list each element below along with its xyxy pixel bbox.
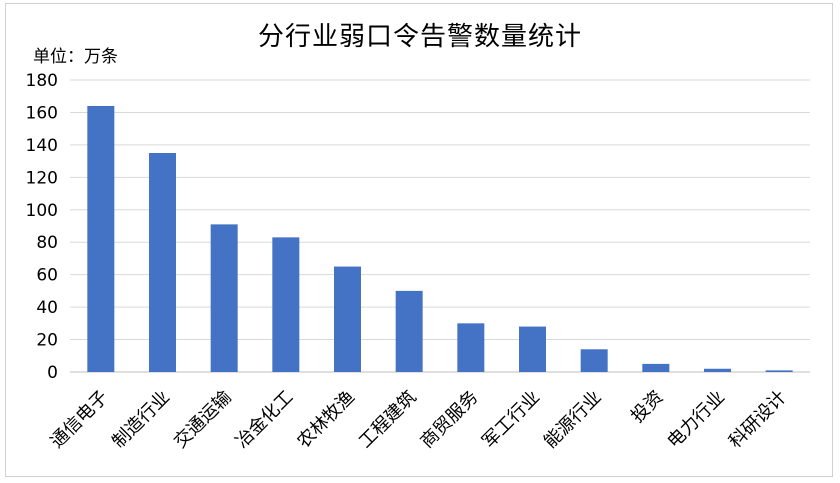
y-tick-label: 140	[26, 136, 58, 156]
y-tick-label: 120	[26, 168, 58, 188]
bar	[704, 368, 731, 372]
bar	[334, 266, 361, 372]
bar	[642, 363, 670, 372]
y-axis-ticks: 0 20 40 60 80 100 120 140 160 180	[26, 71, 58, 383]
bar	[272, 237, 300, 372]
x-category-label: 冶金化工	[232, 387, 298, 453]
y-tick-label: 100	[26, 201, 58, 221]
y-tick-label: 0	[47, 363, 58, 383]
x-category-label: 农林牧渔	[293, 387, 359, 453]
x-category-label: 交通运输	[170, 387, 236, 453]
y-tick-label: 20	[36, 331, 58, 351]
bar	[210, 224, 238, 372]
y-tick-label: 80	[36, 233, 58, 253]
x-category-label: 工程建筑	[355, 387, 421, 453]
x-category-label: 科研设计	[725, 387, 791, 453]
y-tick-label: 180	[26, 71, 58, 91]
bar	[395, 290, 423, 372]
x-category-label: 制造行业	[108, 387, 174, 453]
x-category-label: 商贸服务	[417, 387, 483, 453]
y-tick-label: 60	[36, 266, 58, 286]
bar	[519, 326, 546, 372]
unit-label: 单位：万条	[33, 47, 118, 67]
bars	[87, 105, 793, 372]
x-category-label: 通信电子	[47, 387, 113, 453]
bar	[580, 349, 608, 372]
chart-frame	[5, 3, 833, 477]
x-category-label: 能源行业	[540, 387, 606, 453]
y-tick-label: 40	[36, 298, 58, 318]
chart-title: 分行业弱口令告警数量统计	[257, 22, 582, 52]
bar	[765, 370, 793, 372]
gridlines	[70, 79, 810, 373]
x-category-label: 电力行业	[663, 387, 729, 453]
x-category-label: 军工行业	[478, 387, 544, 453]
y-tick-label: 160	[26, 103, 58, 123]
bar	[457, 323, 485, 372]
x-category-label: 投资	[627, 387, 667, 427]
bar	[87, 105, 115, 372]
bar	[149, 153, 176, 372]
